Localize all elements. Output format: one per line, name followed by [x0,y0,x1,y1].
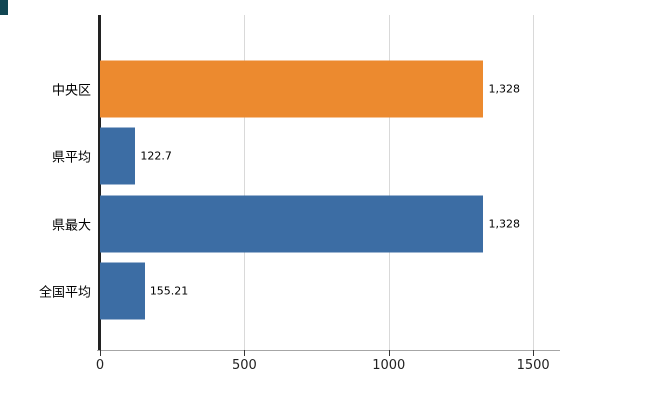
value-label: 1,328 [488,82,520,96]
category-label: 県平均 [51,150,91,166]
category-label: 県最大 [51,218,91,234]
gridline [388,15,390,350]
gridline [533,15,535,350]
bar-row: 県最大 1,328 [52,190,560,258]
x-axis-tick-label: 1500 [516,358,550,373]
category-label: 中央区 [51,83,91,99]
bar-row: 中央区 1,328 [52,55,560,123]
bar-row: 県平均 122.7 [52,123,560,191]
x-axis-line [97,350,560,351]
bar-rows: 中央区 1,328 県平均 122.7 県最大 1,328 全国平均 155.21 [39,55,560,326]
bar [100,60,484,118]
bar [100,262,145,320]
value-label: 155.21 [149,284,189,298]
corner-mark [0,0,8,15]
x-axis-tick [244,350,246,356]
x-axis-tick-label: 0 [95,358,105,373]
x-axis-tick-label: 1000 [372,358,406,373]
value-label: 1,328 [488,217,520,231]
x-axis-tick [388,350,390,356]
x-axis-tick-label: 500 [231,358,257,373]
plot-area: 中央区 1,328 県平均 122.7 県最大 1,328 全国平均 155.21 0 500 1… [39,15,560,373]
bar-row: 全国平均 155.21 [39,258,560,326]
x-axis-tick [533,350,535,356]
bar [100,127,136,185]
bar [100,195,484,253]
gridline [244,15,246,350]
y-axis-line [98,15,101,350]
category-label: 全国平均 [38,285,91,301]
value-label: 122.7 [140,149,172,163]
x-axis-tick [100,350,101,356]
